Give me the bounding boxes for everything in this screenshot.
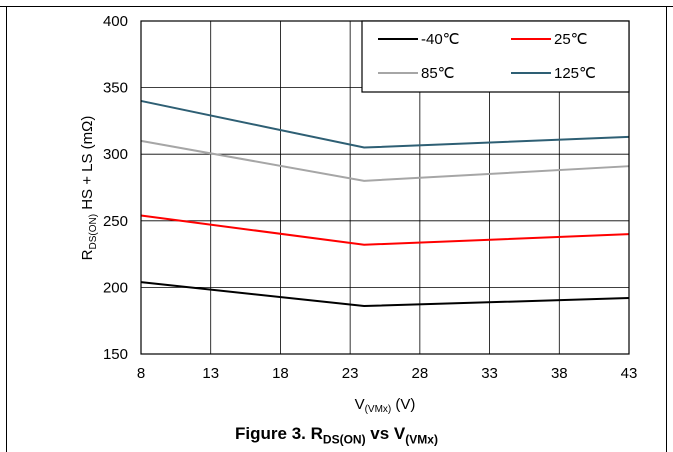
figure-caption: Figure 3. RDS(ON) vs V(VMx) [235,424,438,447]
x-tick-label: 13 [202,365,219,382]
x-tick-label: 43 [621,365,638,382]
y-axis-title: RDS(ON) HS + LS (mΩ) [79,116,99,261]
y-tick-label: 400 [103,13,128,30]
y-tick-label: 300 [103,146,128,163]
legend-label: 125℃ [554,65,596,82]
x-tick-label: 23 [342,365,359,382]
x-tick-label: 8 [137,365,145,382]
legend-label: -40℃ [421,31,460,48]
y-tick-label: 150 [103,346,128,363]
x-tick-label: 28 [412,365,429,382]
x-axis-title: V(VMx) (V) [355,396,416,415]
series-line [140,99,630,149]
series-layer [140,99,630,308]
legend-box [361,20,630,93]
legend: -40℃ 25℃ 85℃ 125℃ [361,20,630,93]
tick-layer: 8 13 18 23 28 33 38 43 150 200 250 300 350 400 [103,13,637,382]
x-tick-label: 18 [272,365,289,382]
y-tick-label: 350 [103,80,128,97]
x-tick-label: 33 [481,365,498,382]
series-line [140,139,630,182]
legend-label: 25℃ [554,31,588,48]
x-tick-label: 38 [551,365,568,382]
y-tick-label: 250 [103,213,128,230]
figure-frame-top [0,6,673,7]
series-line [140,281,630,308]
figure-frame-right [666,6,667,452]
chart: 8 13 18 23 28 33 38 43 150 200 250 300 350 400 V(VMx)… [79,13,637,415]
legend-label: 85℃ [421,65,455,82]
y-tick-label: 200 [103,279,128,296]
figure-frame-left [6,6,7,452]
series-line [140,214,630,246]
